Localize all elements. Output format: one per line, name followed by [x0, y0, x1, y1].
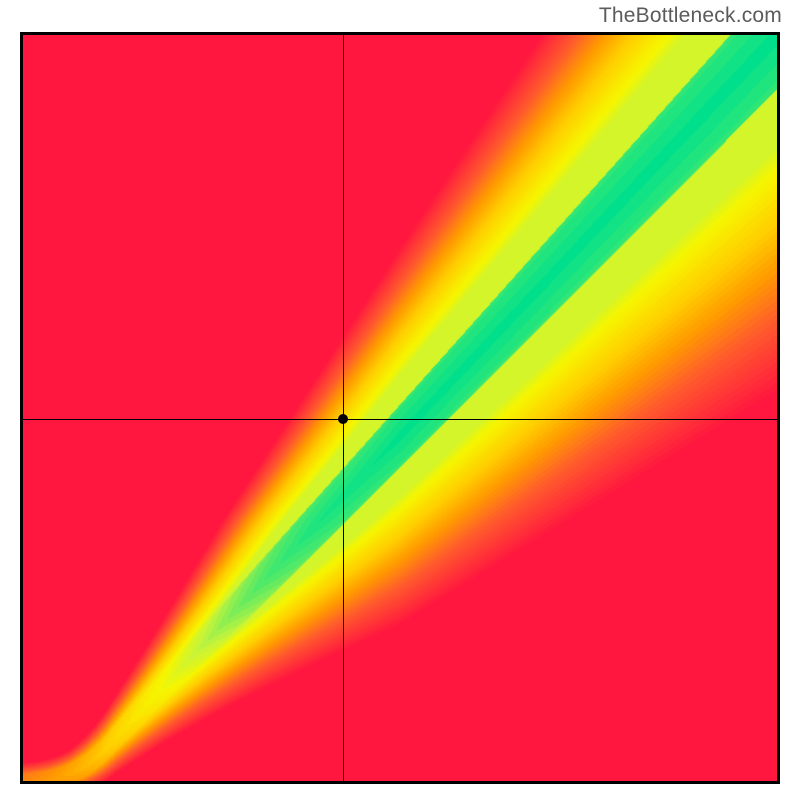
crosshair-horizontal: [23, 419, 777, 420]
heatmap-plot: [20, 32, 780, 784]
watermark-text: TheBottleneck.com: [599, 4, 782, 28]
chart-container: { "watermark": "TheBottleneck.com", "cha…: [0, 0, 800, 800]
heatmap-canvas: [23, 35, 777, 781]
crosshair-vertical: [343, 35, 344, 781]
crosshair-marker: [338, 414, 348, 424]
